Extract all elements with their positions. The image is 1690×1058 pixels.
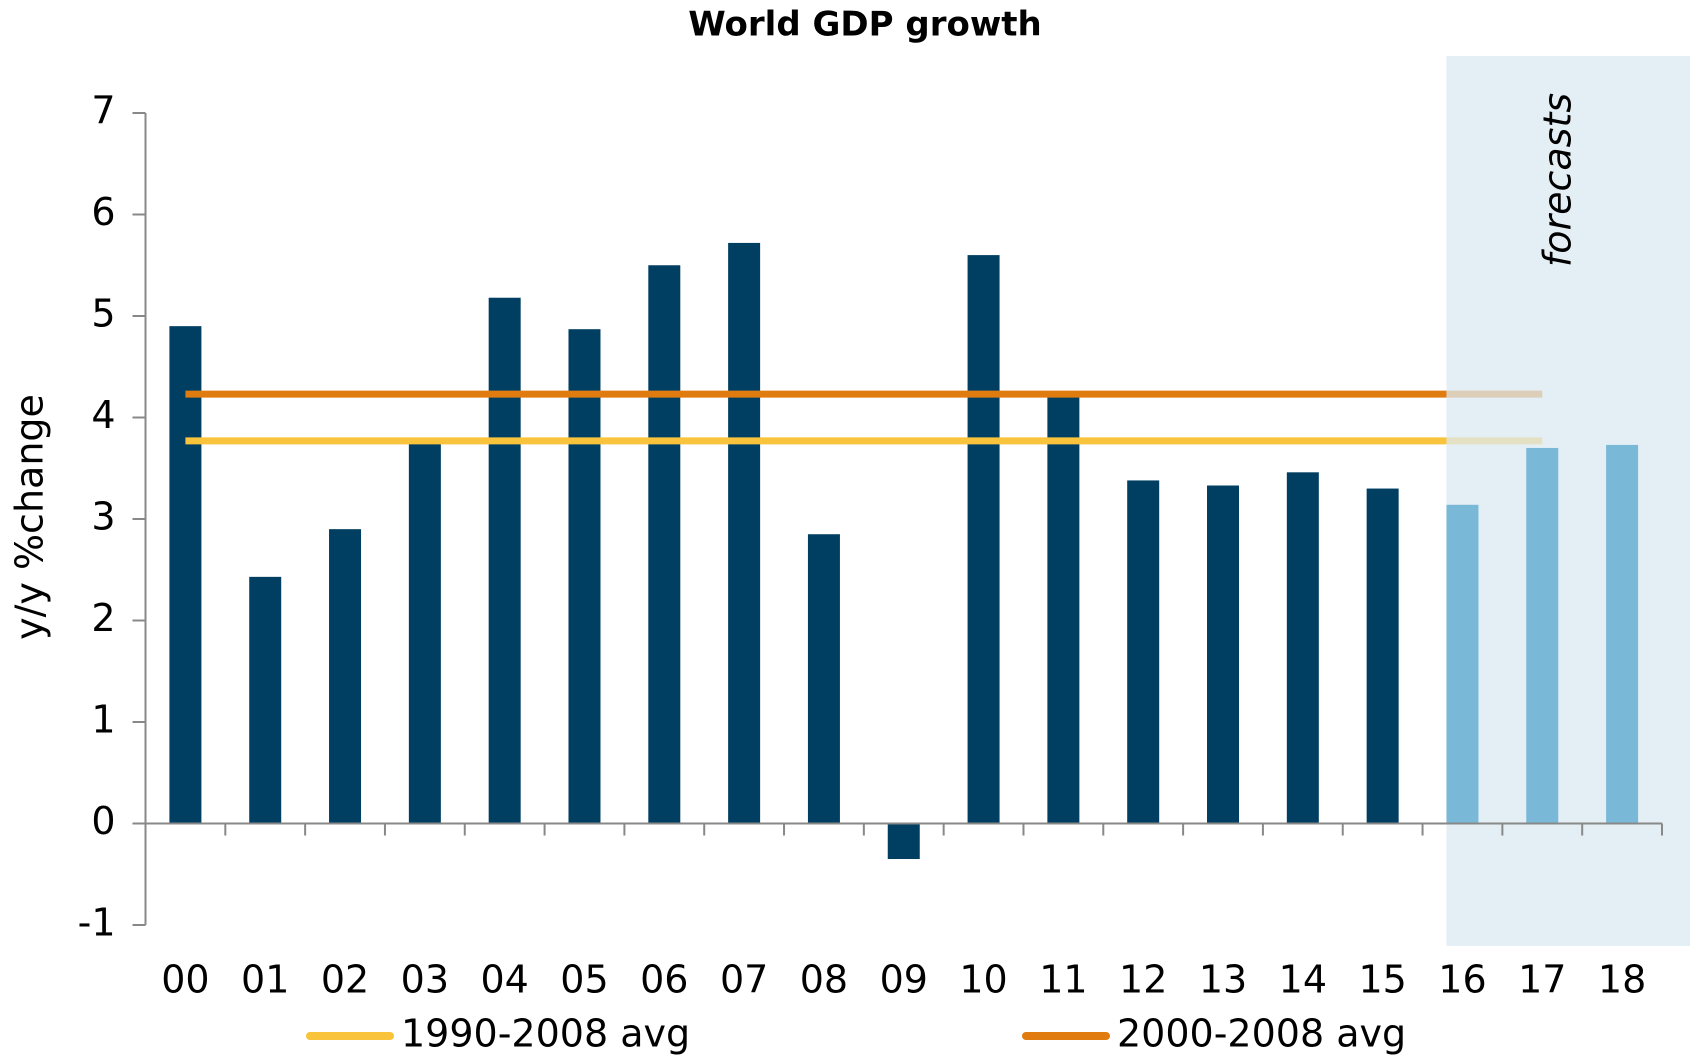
y-tick-label: -1 (78, 901, 116, 945)
y-tick-label: 3 (91, 495, 115, 539)
x-tick-label: 18 (1598, 958, 1646, 1002)
x-tick-label: 16 (1438, 958, 1486, 1002)
bar (1207, 485, 1240, 824)
x-tick-label: 08 (800, 958, 848, 1002)
y-tick-label: 4 (91, 393, 115, 437)
bar (648, 265, 681, 824)
x-tick-label: 13 (1199, 958, 1247, 1002)
forecast-label: forecasts (1536, 93, 1580, 267)
bar (967, 255, 1000, 824)
x-tick-label: 14 (1279, 958, 1327, 1002)
bar (488, 297, 521, 824)
y-axis-label: y/y %change (8, 394, 52, 640)
bar (568, 329, 601, 824)
x-tick-label: 17 (1518, 958, 1566, 1002)
x-tick-label: 02 (321, 958, 369, 1002)
x-tick-label: 01 (241, 958, 289, 1002)
y-tick-label: 6 (91, 190, 115, 234)
x-tick-label: 04 (480, 958, 528, 1002)
x-tick-label: 15 (1358, 958, 1406, 1002)
bar (1286, 472, 1319, 824)
x-tick-label: 05 (560, 958, 608, 1002)
bar (329, 529, 362, 824)
bar (807, 534, 840, 824)
bar (169, 326, 202, 824)
x-tick-label: 06 (640, 958, 688, 1002)
forecast-shade (1446, 56, 1690, 946)
x-tick-label: 00 (161, 958, 209, 1002)
y-tick-label: 0 (91, 799, 115, 843)
bar (728, 242, 761, 824)
bar (887, 823, 920, 860)
x-tick-label: 12 (1119, 958, 1167, 1002)
chart-title: World GDP growth (688, 5, 1041, 45)
y-tick-label: 2 (91, 596, 115, 640)
x-tick-label: 07 (720, 958, 768, 1002)
x-tick-label: 03 (401, 958, 449, 1002)
x-tick-label: 10 (959, 958, 1007, 1002)
y-tick-label: 7 (91, 89, 115, 133)
bar (249, 576, 282, 824)
bar (1606, 444, 1639, 824)
bar (1446, 504, 1479, 824)
legend-label: 1990-2008 avg (401, 1012, 690, 1056)
bar (1127, 480, 1160, 824)
legend-label: 2000-2008 avg (1117, 1012, 1406, 1056)
y-tick-label: 1 (91, 698, 115, 742)
y-tick-label: 5 (91, 292, 115, 336)
x-tick-label: 11 (1039, 958, 1087, 1002)
bar (1366, 488, 1399, 824)
bar (1526, 447, 1559, 824)
x-tick-label: 09 (880, 958, 928, 1002)
bar (408, 437, 441, 824)
bar (1047, 392, 1080, 824)
